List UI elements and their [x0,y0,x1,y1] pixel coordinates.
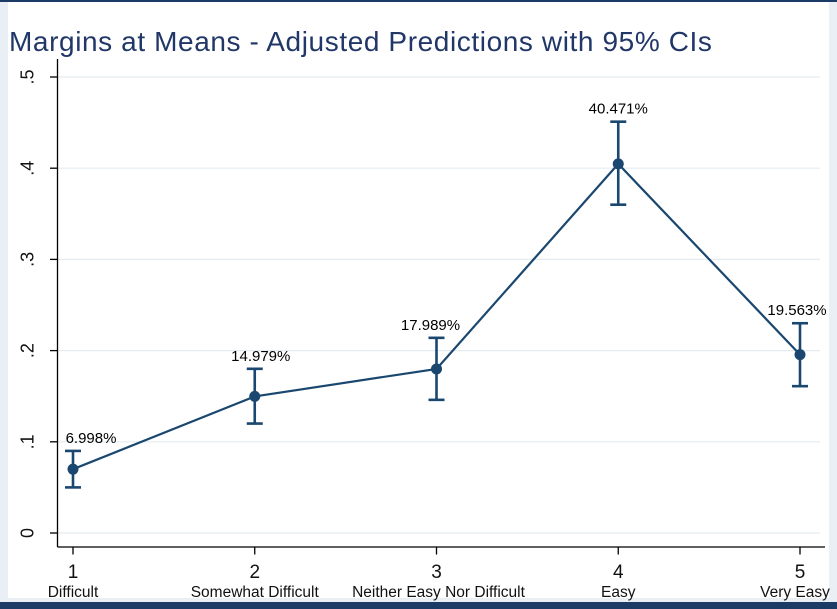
svg-text:3: 3 [431,562,442,583]
graph-canvas [8,2,829,598]
svg-text:.5: .5 [17,69,37,84]
svg-text:4: 4 [613,562,624,583]
svg-text:.3: .3 [17,252,37,267]
svg-text:.4: .4 [17,161,37,176]
svg-text:14.979%: 14.979% [231,348,290,365]
svg-text:1: 1 [68,562,79,583]
svg-text:2: 2 [249,562,260,583]
chart-title: Margins at Means - Adjusted Predictions … [9,26,713,57]
window-top-border [0,0,837,2]
svg-text:.1: .1 [17,434,37,449]
svg-text:19.563%: 19.563% [767,302,826,319]
svg-text:Very Easy: Very Easy [760,584,830,601]
svg-text:Neither Easy Nor Difficult: Neither Easy Nor Difficult [352,584,526,601]
svg-text:6.998%: 6.998% [66,430,117,447]
svg-text:0: 0 [17,528,37,538]
svg-text:5: 5 [795,562,806,583]
svg-text:.2: .2 [17,343,37,358]
svg-text:Easy: Easy [601,584,636,601]
window-bottom-bar [0,602,837,609]
svg-text:17.989%: 17.989% [401,317,460,334]
svg-text:Somewhat Difficult: Somewhat Difficult [191,584,320,601]
svg-text:40.471%: 40.471% [589,101,648,118]
svg-text:Difficult: Difficult [48,584,99,601]
